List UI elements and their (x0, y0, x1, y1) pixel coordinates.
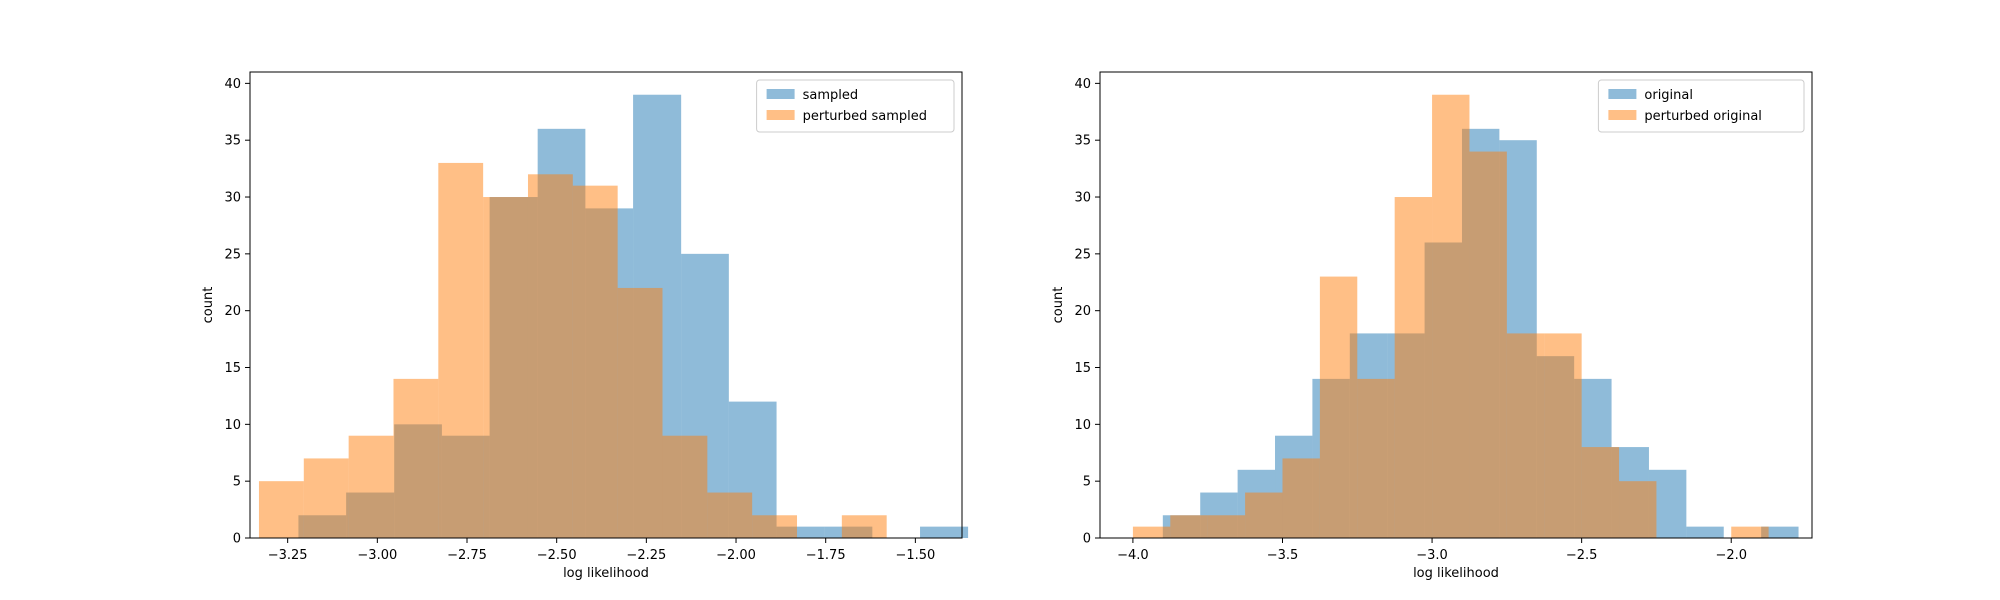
bar-s1-b3 (1245, 492, 1283, 538)
bar-s1-b6 (1357, 378, 1395, 538)
y-tick-label: 20 (224, 304, 241, 319)
histogram-panel-sampled: −3.25 −3.00 −2.75 −2.50 −2.25 −2.00 −1.75 −1.50… (201, 71, 969, 581)
legend: original perturbed original (1597, 79, 1805, 133)
y-tick-label: 5 (233, 475, 241, 490)
bar-s1-b4 (1282, 458, 1320, 538)
x-tick-label: −2.50 (537, 548, 577, 563)
y-tick-label: 15 (1074, 361, 1091, 376)
x-axis-label: log likelihood (1413, 566, 1499, 581)
x-tick-label: −3.00 (357, 548, 397, 563)
y-axis-label: count (1051, 287, 1066, 324)
bar-s0-b16 (1761, 526, 1799, 538)
bar-s1-b9 (662, 435, 708, 538)
y-tick-label: 10 (224, 418, 241, 433)
bar-s1-b10 (1506, 333, 1545, 538)
x-tick-label: −1.75 (806, 548, 846, 563)
legend: sampled perturbed sampled (756, 79, 955, 133)
x-tick-label: −2.00 (716, 548, 756, 563)
y-tick-label: 20 (1074, 304, 1091, 319)
x-tick-label: −2.0 (1715, 548, 1747, 563)
series-1 (1132, 94, 1769, 539)
y-tick-label: 15 (224, 361, 241, 376)
bar-s1-b1 (1170, 515, 1208, 538)
y-tick-label: 35 (1074, 134, 1091, 149)
bar-s1-b3 (393, 378, 439, 538)
x-tick-label: −2.5 (1566, 548, 1598, 563)
bar-s1-b10 (707, 492, 753, 538)
x-tick-label: −2.75 (447, 548, 487, 563)
bar-s1-b11 (1544, 333, 1582, 538)
bar-s1-b6 (527, 174, 573, 539)
y-tick-label: 5 (1083, 475, 1091, 490)
bar-s0-b10 (776, 526, 825, 538)
bar-s1-b5 (1319, 276, 1358, 538)
histogram-panel-original: −4.0 −3.5 −3.0 −2.5 −2.0 0 5 10 15 20 25 30 35 40 log … (1051, 71, 1813, 581)
y-tick-label: 0 (1083, 532, 1091, 547)
bar-s1-b1 (303, 458, 349, 538)
bar-s1-b13 (841, 515, 887, 538)
bar-s1-b0 (258, 481, 304, 538)
bar-s1-b11 (752, 515, 798, 538)
bar-s1-b7 (572, 185, 618, 538)
bar-s0-b13 (920, 526, 969, 538)
bar-s1-b0 (1132, 526, 1171, 538)
bar-s1-b12 (1581, 447, 1620, 538)
y-tick-label: 35 (224, 134, 241, 149)
bar-s1-b16 (1731, 526, 1769, 538)
legend-swatch (1608, 89, 1637, 99)
y-tick-label: 30 (224, 191, 241, 206)
bar-s1-b2 (348, 435, 394, 538)
bar-s1-b5 (483, 197, 528, 538)
legend-swatch (1608, 110, 1637, 120)
y-axis-label: count (201, 287, 216, 324)
x-tick-label: −4.0 (1117, 548, 1149, 563)
series-1 (258, 162, 887, 539)
y-tick-label: 40 (1074, 77, 1091, 92)
legend-label: perturbed sampled (803, 109, 927, 124)
legend-box (756, 79, 955, 133)
legend-label: original (1644, 88, 1693, 103)
y-tick-label: 25 (1074, 247, 1091, 262)
bar-s1-b13 (1619, 481, 1657, 538)
y-tick-label: 10 (1074, 418, 1091, 433)
bar-s1-b4 (438, 162, 484, 539)
x-tick-label: −3.25 (268, 548, 308, 563)
bar-s1-b2 (1207, 515, 1246, 538)
bar-s1-b7 (1394, 197, 1433, 538)
legend-label: sampled (803, 88, 859, 103)
legend-box (1597, 79, 1805, 133)
x-tick-label: −3.0 (1416, 548, 1448, 563)
y-tick-label: 25 (224, 247, 241, 262)
legend-label: perturbed original (1644, 109, 1762, 124)
legend-swatch (766, 110, 795, 120)
x-tick-label: −3.5 (1267, 548, 1299, 563)
bar-s1-b8 (1432, 94, 1470, 539)
y-tick-label: 30 (1074, 191, 1091, 206)
bar-s1-b8 (617, 287, 663, 538)
y-tick-label: 0 (233, 532, 241, 547)
axes-frame (249, 71, 963, 539)
axes-frame (1099, 71, 1813, 539)
x-tick-label: −1.50 (895, 548, 935, 563)
bar-s0-b14 (1686, 526, 1724, 538)
x-tick-label: −2.25 (626, 548, 666, 563)
bar-s1-b9 (1469, 151, 1507, 538)
x-axis-label: log likelihood (563, 566, 649, 581)
legend-swatch (766, 89, 795, 99)
y-tick-label: 40 (224, 77, 241, 92)
